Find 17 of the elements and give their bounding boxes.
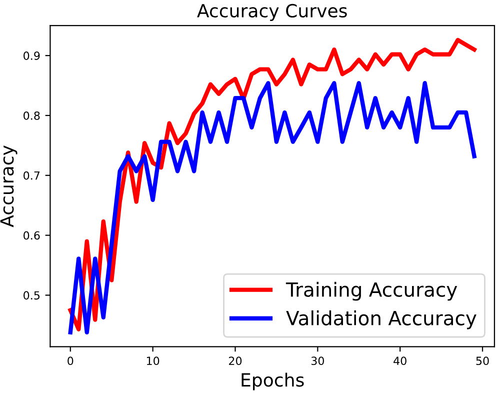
chart-title: Accuracy Curves	[197, 4, 347, 22]
x-tick-label: 20	[228, 356, 242, 366]
x-axis-title: Epochs	[242, 372, 304, 390]
x-tick-label: 0	[68, 356, 74, 366]
x-tick-label: 40	[394, 356, 406, 366]
y-axis-title: Accuracy	[0, 145, 18, 228]
y-tick-label: 0.5	[24, 291, 40, 300]
legend-label: Validation Accuracy	[286, 310, 476, 330]
x-tick-label: 50	[476, 356, 489, 366]
y-tick-label: 0.6	[24, 231, 40, 240]
line-series	[68, 81, 476, 334]
legend-label: Training Accuracy	[286, 282, 458, 301]
y-tick-label: 0.8	[24, 111, 40, 120]
y-tick-label: 0.7	[24, 171, 40, 180]
y-tick-label: 0.9	[24, 52, 40, 60]
x-tick-label: 10	[146, 356, 160, 366]
x-tick-label: 30	[311, 356, 324, 366]
